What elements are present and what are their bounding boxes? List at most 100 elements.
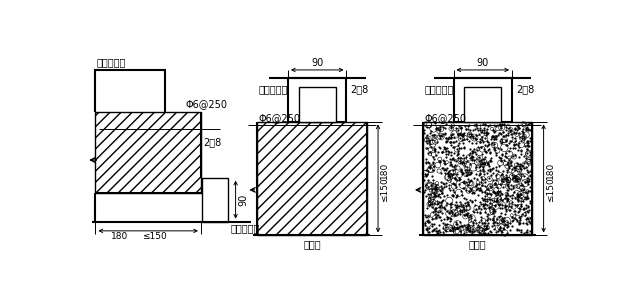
Point bbox=[490, 182, 500, 187]
Point bbox=[425, 141, 435, 146]
Point bbox=[444, 209, 454, 214]
Point bbox=[457, 210, 467, 215]
Point bbox=[447, 209, 458, 214]
Point bbox=[459, 137, 469, 142]
Point bbox=[440, 217, 450, 222]
Point bbox=[508, 166, 518, 171]
Point bbox=[495, 201, 506, 206]
Point bbox=[425, 196, 435, 200]
Point bbox=[516, 201, 527, 206]
Point bbox=[474, 186, 484, 190]
Point bbox=[441, 136, 451, 141]
Point bbox=[467, 199, 477, 203]
Point bbox=[429, 148, 440, 152]
Point bbox=[484, 217, 495, 221]
Point bbox=[463, 211, 473, 216]
Point bbox=[440, 228, 450, 233]
Point bbox=[438, 181, 448, 186]
Point bbox=[466, 214, 476, 219]
Point bbox=[516, 129, 527, 134]
Point bbox=[522, 230, 532, 235]
Point bbox=[495, 189, 505, 194]
Point bbox=[474, 206, 484, 210]
Point bbox=[480, 177, 490, 182]
Point bbox=[524, 182, 534, 187]
Point bbox=[457, 172, 467, 177]
Point bbox=[479, 154, 490, 159]
Point bbox=[519, 231, 529, 235]
Point bbox=[457, 208, 467, 213]
Point bbox=[451, 220, 461, 224]
Point bbox=[446, 134, 456, 139]
Point bbox=[481, 227, 492, 231]
Point bbox=[489, 209, 499, 214]
Point bbox=[493, 192, 504, 196]
Point bbox=[437, 134, 447, 138]
Point bbox=[477, 164, 488, 169]
Point bbox=[490, 191, 500, 195]
Point bbox=[478, 162, 488, 166]
Point bbox=[525, 199, 535, 204]
Point bbox=[503, 197, 513, 201]
Point bbox=[437, 150, 447, 154]
Point bbox=[419, 128, 429, 132]
Point bbox=[516, 198, 527, 203]
Point bbox=[465, 229, 476, 233]
Point bbox=[456, 188, 467, 193]
Point bbox=[518, 163, 528, 168]
Point bbox=[429, 146, 440, 151]
Point bbox=[465, 178, 476, 183]
Point bbox=[458, 205, 468, 209]
Point bbox=[492, 198, 502, 203]
Point bbox=[510, 152, 520, 157]
Point bbox=[516, 227, 526, 232]
Point bbox=[435, 188, 445, 192]
Point bbox=[431, 215, 442, 219]
Point bbox=[445, 201, 456, 205]
Point bbox=[434, 199, 444, 204]
Point bbox=[485, 192, 495, 196]
Point bbox=[451, 199, 461, 204]
Point bbox=[510, 126, 520, 131]
Point bbox=[438, 125, 449, 129]
Point bbox=[522, 178, 532, 183]
Point bbox=[449, 213, 459, 218]
Point bbox=[474, 229, 484, 234]
Point bbox=[428, 161, 438, 166]
Point bbox=[434, 158, 444, 163]
Point bbox=[489, 227, 499, 232]
Point bbox=[521, 128, 531, 132]
Point bbox=[510, 166, 520, 170]
Point bbox=[480, 149, 490, 153]
Point bbox=[492, 217, 502, 221]
Point bbox=[477, 182, 487, 187]
Point bbox=[509, 168, 520, 172]
Point bbox=[504, 158, 515, 163]
Point bbox=[468, 220, 478, 225]
Point bbox=[479, 127, 489, 132]
Point bbox=[516, 214, 526, 219]
Point bbox=[522, 194, 532, 199]
Point bbox=[429, 193, 440, 197]
Point bbox=[486, 166, 497, 171]
Point bbox=[480, 198, 490, 203]
Point bbox=[433, 126, 443, 131]
Point bbox=[474, 225, 484, 230]
Point bbox=[470, 203, 480, 208]
Point bbox=[513, 162, 523, 167]
Point bbox=[427, 228, 437, 233]
Point bbox=[484, 159, 495, 163]
Point bbox=[500, 204, 510, 209]
Point bbox=[435, 136, 445, 141]
Point bbox=[428, 160, 438, 165]
Point bbox=[511, 197, 522, 201]
Text: 180: 180 bbox=[546, 162, 555, 179]
Point bbox=[481, 149, 492, 154]
Point bbox=[475, 125, 485, 130]
Point bbox=[431, 153, 442, 158]
Point bbox=[480, 135, 490, 140]
Point bbox=[453, 176, 463, 180]
Point bbox=[502, 197, 513, 202]
Point bbox=[431, 228, 442, 233]
Point bbox=[454, 182, 465, 186]
